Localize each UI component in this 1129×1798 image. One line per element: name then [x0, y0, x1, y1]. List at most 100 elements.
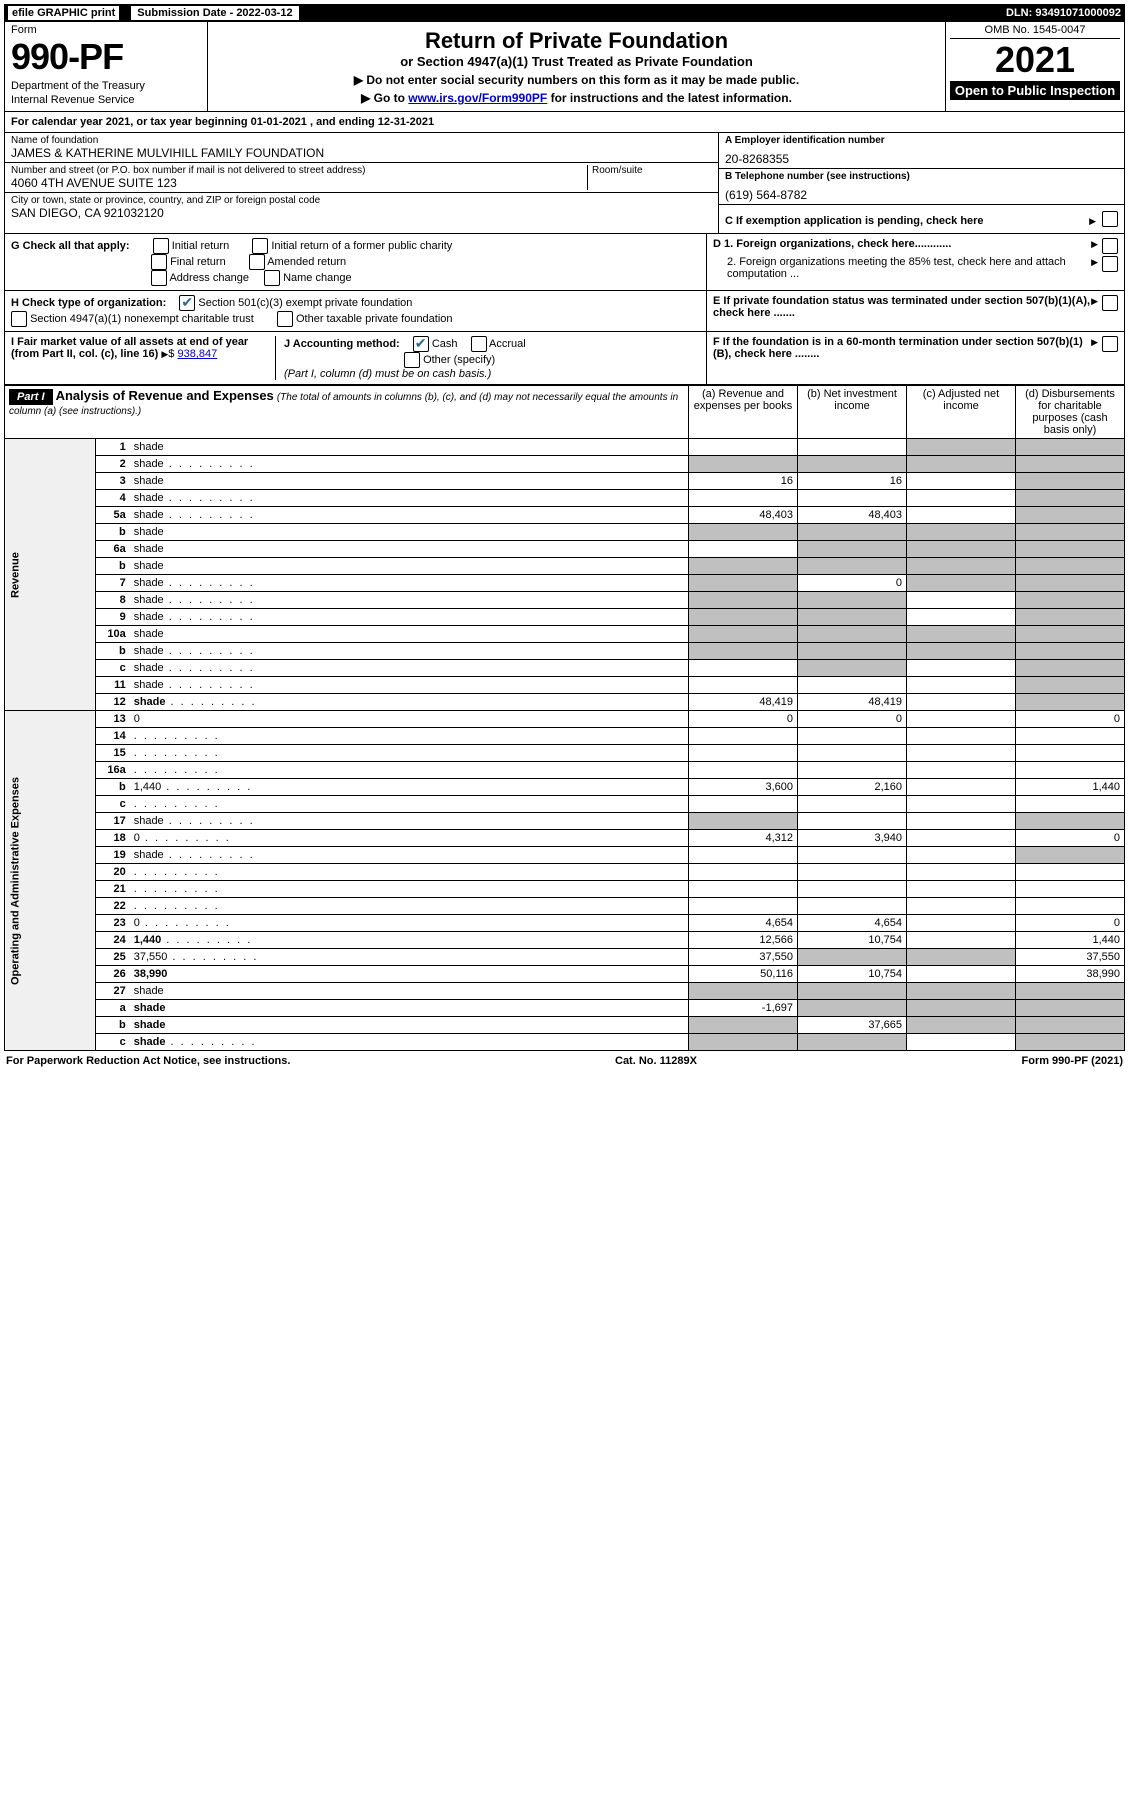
col-a-header: (a) Revenue and expenses per books: [689, 386, 798, 439]
h-501c3-cb[interactable]: [179, 295, 195, 311]
row-3-desc: shade: [130, 473, 689, 490]
row-16a-num: 16a: [95, 762, 130, 779]
j-cash-cb[interactable]: [413, 336, 429, 352]
row-25-desc: 37,550: [130, 949, 689, 966]
table-row: Operating and Administrative Expenses 13…: [5, 711, 1125, 728]
row-12-desc: shade: [130, 694, 689, 711]
row-7-desc: shade: [130, 575, 689, 592]
table-row: 26 38,990 50,116 10,754 38,990: [5, 966, 1125, 983]
row-24-desc: 1,440: [130, 932, 689, 949]
h-other-cb[interactable]: [277, 311, 293, 327]
g-final-cb[interactable]: [151, 254, 167, 270]
row-c-desc: [130, 796, 689, 813]
instr-ssn: ▶ Do not enter social security numbers o…: [218, 73, 935, 87]
row-6a-desc: shade: [130, 541, 689, 558]
j-note: (Part I, column (d) must be on cash basi…: [284, 368, 700, 380]
row-20-desc: [130, 864, 689, 881]
row-16a-desc: [130, 762, 689, 779]
row-26-num: 26: [95, 966, 130, 983]
e-cb[interactable]: [1102, 295, 1118, 311]
check-section-ijf: I Fair market value of all assets at end…: [4, 332, 1125, 385]
g-initial-former-cb[interactable]: [252, 238, 268, 254]
g-amended-cb[interactable]: [249, 254, 265, 270]
row-23-desc: 0: [130, 915, 689, 932]
row-4-num: 4: [95, 490, 130, 507]
table-row: 11 shade: [5, 677, 1125, 694]
table-row: 3 shade 16 16: [5, 473, 1125, 490]
g-label: G Check all that apply:: [11, 240, 130, 252]
page-footer: For Paperwork Reduction Act Notice, see …: [4, 1051, 1125, 1071]
row-b-num: b: [95, 558, 130, 575]
row-4-desc: shade: [130, 490, 689, 507]
city-label: City or town, state or province, country…: [11, 195, 712, 206]
g-initial-cb[interactable]: [153, 238, 169, 254]
arrow-icon: [161, 348, 168, 360]
calendar-year-row: For calendar year 2021, or tax year begi…: [4, 112, 1125, 133]
table-row: 9 shade: [5, 609, 1125, 626]
row-c-num: c: [95, 796, 130, 813]
row-b-desc: shade: [130, 558, 689, 575]
row-27-desc: shade: [130, 983, 689, 1000]
row-b-num: b: [95, 779, 130, 796]
row-14-num: 14: [95, 728, 130, 745]
row-7-num: 7: [95, 575, 130, 592]
table-row: 15: [5, 745, 1125, 762]
omb-number: OMB No. 1545-0047: [950, 24, 1120, 39]
e-label: E If private foundation status was termi…: [713, 295, 1091, 327]
col-b-header: (b) Net investment income: [798, 386, 907, 439]
j-accrual-cb[interactable]: [471, 336, 487, 352]
row-25-num: 25: [95, 949, 130, 966]
part1-title: Analysis of Revenue and Expenses: [56, 388, 274, 403]
j-other-cb[interactable]: [404, 352, 420, 368]
row-9-desc: shade: [130, 609, 689, 626]
table-row: 20: [5, 864, 1125, 881]
d1-cb[interactable]: [1102, 238, 1118, 254]
j-label: J Accounting method:: [284, 338, 400, 350]
row-15-num: 15: [95, 745, 130, 762]
j-other: Other (specify): [423, 354, 495, 366]
h-4947-cb[interactable]: [11, 311, 27, 327]
d2-cb[interactable]: [1102, 256, 1118, 272]
row-26-desc: 38,990: [130, 966, 689, 983]
i-value-link[interactable]: 938,847: [177, 348, 217, 360]
table-row: 14: [5, 728, 1125, 745]
row-15-desc: [130, 745, 689, 762]
g-initial-former: Initial return of a former public charit…: [271, 240, 452, 252]
foundation-name: JAMES & KATHERINE MULVIHILL FAMILY FOUND…: [11, 146, 712, 160]
foundation-name-label: Name of foundation: [11, 135, 712, 146]
c-checkbox[interactable]: [1102, 211, 1118, 227]
g-initial: Initial return: [172, 240, 229, 252]
g-address-cb[interactable]: [151, 270, 167, 286]
g-name-cb[interactable]: [264, 270, 280, 286]
table-row: 25 37,550 37,550 37,550: [5, 949, 1125, 966]
instr-link-row: ▶ Go to www.irs.gov/Form990PF for instru…: [218, 91, 935, 105]
row-b-desc: shade: [130, 643, 689, 660]
row-10a-desc: shade: [130, 626, 689, 643]
section-Revenue-label: Revenue: [5, 439, 96, 711]
table-row: b shade: [5, 558, 1125, 575]
section-Operating and Administrative Expenses-label: Operating and Administrative Expenses: [5, 711, 96, 1051]
irs-link[interactable]: www.irs.gov/Form990PF: [408, 91, 547, 105]
row-c-num: c: [95, 660, 130, 677]
row-14-desc: [130, 728, 689, 745]
col-c-header: (c) Adjusted net income: [907, 386, 1016, 439]
row-b-num: b: [95, 643, 130, 660]
row-23-num: 23: [95, 915, 130, 932]
table-row: 10a shade: [5, 626, 1125, 643]
table-row: b shade: [5, 524, 1125, 541]
col-d-header: (d) Disbursements for charitable purpose…: [1016, 386, 1125, 439]
f-cb[interactable]: [1102, 336, 1118, 352]
table-row: c shade: [5, 660, 1125, 677]
form-title: Return of Private Foundation: [218, 28, 935, 54]
row-1-desc: shade: [130, 439, 689, 456]
table-row: 17 shade: [5, 813, 1125, 830]
part1-label: Part I: [9, 389, 53, 405]
row-2-desc: shade: [130, 456, 689, 473]
table-row: 5a shade 48,403 48,403: [5, 507, 1125, 524]
row-c-num: c: [95, 1034, 130, 1051]
table-row: 24 1,440 12,566 10,754 1,440: [5, 932, 1125, 949]
table-row: b shade 37,665: [5, 1017, 1125, 1034]
arrow-icon: [1091, 295, 1098, 327]
g-amended: Amended return: [267, 256, 346, 268]
h-other: Other taxable private foundation: [296, 313, 453, 325]
